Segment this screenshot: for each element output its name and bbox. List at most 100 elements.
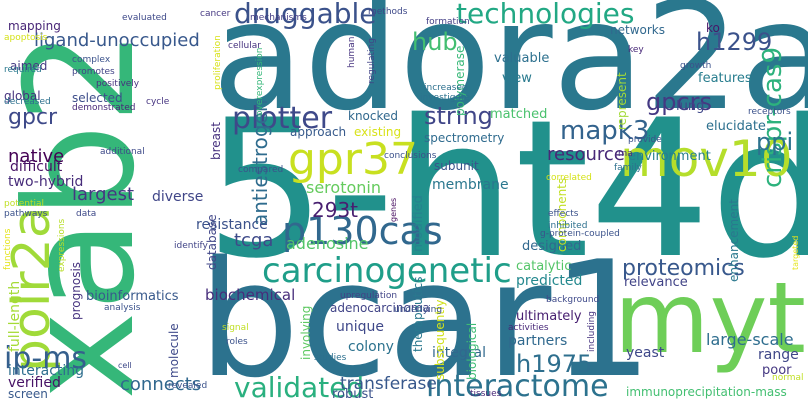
word: demonstrated [72, 103, 136, 113]
word: yeast [626, 345, 665, 361]
word: complex [72, 55, 111, 65]
word: conclusions [384, 151, 437, 161]
word: biochemical [205, 286, 296, 304]
word: string [424, 102, 493, 130]
word: ultimately [516, 309, 582, 324]
word: elucidate. [706, 119, 771, 134]
word: data [76, 209, 97, 219]
word: matched [490, 107, 548, 122]
word: involving [299, 305, 313, 360]
word: bioinformatics [86, 289, 179, 304]
word: integral [432, 345, 486, 361]
word: cycle [146, 97, 170, 107]
word: technologies [456, 0, 635, 30]
word: antiestrogen [248, 99, 272, 226]
word: existing [354, 125, 402, 139]
word: ko [706, 21, 720, 35]
word: p130cas [282, 209, 443, 253]
word: gpcrs [646, 88, 713, 116]
word: poor [762, 363, 792, 378]
word: inhibited [548, 221, 588, 231]
word: robust [332, 387, 374, 402]
word: identify [174, 241, 208, 251]
word: activities [508, 323, 549, 333]
word: spectrometry [424, 131, 505, 145]
word: unique [336, 319, 385, 335]
word: environment [628, 149, 711, 164]
word: features [698, 71, 752, 86]
word: revealed [168, 381, 208, 391]
word: formation [426, 17, 470, 27]
word: mapping [8, 19, 61, 33]
word: membrane [432, 177, 509, 193]
word: roles [226, 337, 248, 347]
word: interacting [8, 363, 85, 379]
word: relevance [624, 275, 688, 290]
word: colony [348, 339, 394, 355]
word: represent [615, 72, 629, 130]
word: validated [234, 371, 365, 404]
word: crispr-cas9 [758, 47, 788, 188]
word: mapk3 [560, 116, 650, 146]
word: compared [238, 165, 284, 175]
word: largest [72, 184, 135, 205]
word: adenocarcinoma [330, 301, 430, 315]
word: pathways [4, 209, 48, 219]
word: myth [614, 262, 808, 376]
word: h1299 [696, 28, 773, 56]
word: key [628, 45, 644, 55]
word: apoptosis [4, 33, 48, 43]
word: growth [680, 61, 712, 71]
word: modified [411, 195, 426, 252]
word: proteomics [622, 256, 745, 281]
word: targeted [791, 235, 800, 270]
word: global [4, 89, 41, 103]
word: bcar1 [198, 226, 654, 404]
word: potential [4, 199, 45, 209]
word: aimed [10, 59, 48, 73]
word: knocked [348, 109, 399, 123]
word: cell [118, 361, 132, 370]
word: expressions [57, 218, 67, 272]
word: serotonin [306, 178, 381, 197]
word: breast [209, 122, 223, 160]
word: mov10 [620, 130, 793, 188]
word: druggable [234, 0, 377, 30]
word: lung [676, 99, 705, 114]
word: g-protein-coupled [540, 229, 620, 239]
word: hub [412, 28, 458, 56]
word: polymerase [453, 45, 467, 116]
word: decreased [4, 97, 51, 107]
word: positively [96, 79, 140, 89]
word: tissues [470, 389, 502, 399]
word: diverse [152, 189, 204, 205]
word: difficult [10, 159, 63, 175]
word: full-length [7, 280, 23, 352]
word: prognosis [69, 261, 83, 320]
word: genes [389, 197, 398, 222]
word: networks [610, 23, 665, 37]
word: immunoprecipitation-mass [626, 385, 787, 399]
word: connects [120, 374, 202, 395]
word: cellular [228, 41, 261, 51]
word: enhancement [727, 199, 741, 282]
word: plotter [232, 101, 333, 136]
word: selected [72, 91, 123, 105]
word: tcga [234, 230, 274, 251]
word: h1975 [516, 350, 593, 378]
word: human [347, 36, 357, 68]
word: provide [628, 135, 662, 145]
word: carcinogenetic [262, 251, 512, 291]
word: underlying [394, 305, 443, 315]
word: signal [222, 323, 249, 333]
word: studies [314, 353, 347, 363]
word: ligand-unoccupied [34, 30, 200, 51]
word: adora2a [212, 0, 808, 144]
word: subunit [434, 159, 479, 173]
word: designed [522, 239, 582, 254]
word: catalytic [516, 259, 572, 274]
word: mechanisms [250, 13, 307, 23]
word: transferase [340, 374, 437, 394]
word: range [758, 347, 799, 363]
